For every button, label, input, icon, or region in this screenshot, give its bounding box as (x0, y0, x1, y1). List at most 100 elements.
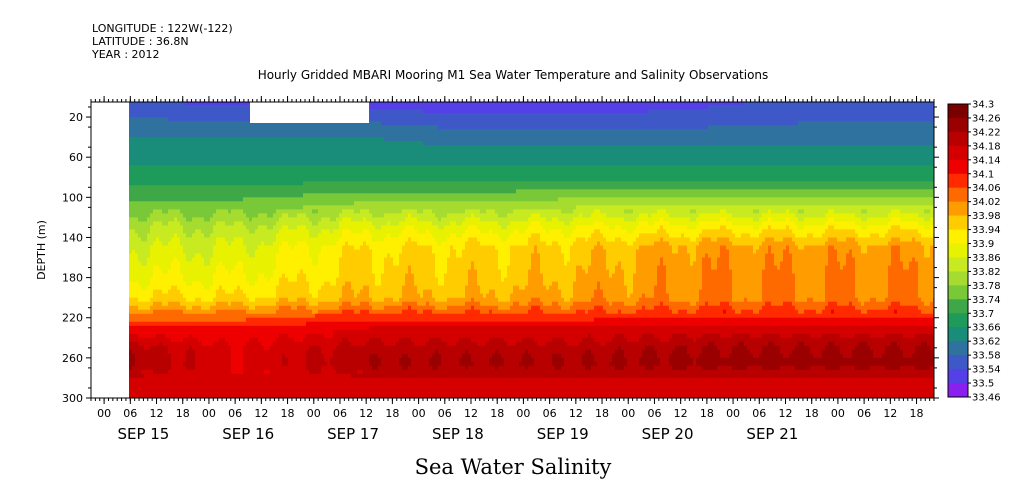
salinity-cell (135, 309, 139, 315)
salinity-cell (267, 225, 271, 230)
salinity-cell (240, 197, 244, 202)
salinity-cell (267, 257, 271, 262)
salinity-cell (321, 181, 325, 186)
salinity-cell (135, 133, 139, 138)
salinity-cell (147, 173, 151, 178)
salinity-cell (288, 353, 292, 359)
salinity-cell (234, 329, 238, 335)
salinity-cell (255, 213, 259, 218)
salinity-cell (291, 225, 295, 230)
salinity-cell (156, 125, 160, 130)
salinity-cell (291, 353, 295, 359)
salinity-cell (189, 213, 193, 218)
salinity-cell (156, 365, 160, 371)
salinity-cell (222, 381, 226, 387)
salinity-cell (276, 353, 280, 359)
salinity-cell (192, 217, 196, 222)
salinity-cell (231, 177, 235, 182)
salinity-cell (198, 109, 202, 114)
salinity-cell (132, 261, 136, 266)
year-label: YEAR : 2012 (92, 48, 233, 61)
salinity-cell (144, 253, 148, 258)
salinity-cell (210, 125, 214, 130)
salinity-cell (141, 277, 145, 283)
salinity-cell (162, 233, 166, 238)
salinity-cell (327, 281, 331, 287)
salinity-cell (294, 357, 298, 363)
salinity-cell (156, 249, 160, 254)
salinity-cell (165, 177, 169, 182)
salinity-cell (300, 369, 304, 375)
salinity-cell (243, 313, 247, 319)
salinity-cell (246, 277, 250, 283)
salinity-cell (177, 125, 181, 130)
salinity-cell (138, 229, 142, 234)
salinity-cell (282, 253, 286, 258)
salinity-cell (156, 337, 160, 343)
salinity-cell (129, 289, 133, 295)
salinity-cell (270, 341, 274, 347)
salinity-cell (315, 253, 319, 258)
salinity-cell (216, 161, 220, 166)
salinity-cell (255, 133, 259, 138)
salinity-cell (231, 109, 235, 114)
salinity-cell (258, 161, 262, 166)
salinity-cell (189, 181, 193, 186)
salinity-cell (150, 249, 154, 254)
salinity-cell (207, 394, 211, 398)
salinity-cell (303, 345, 307, 351)
salinity-cell (297, 261, 301, 266)
salinity-cell (192, 301, 196, 307)
salinity-cell (129, 193, 133, 198)
salinity-cell (300, 273, 304, 279)
salinity-cell (315, 394, 319, 398)
salinity-cell (273, 145, 277, 150)
salinity-cell (138, 345, 142, 351)
salinity-cell (246, 221, 250, 226)
salinity-cell (246, 245, 250, 250)
salinity-cell (291, 309, 295, 315)
salinity-cell (198, 161, 202, 166)
salinity-cell (159, 357, 163, 363)
salinity-cell (228, 257, 232, 262)
salinity-cell (285, 129, 289, 134)
salinity-cell (240, 241, 244, 246)
salinity-cell (231, 169, 235, 174)
salinity-cell (150, 301, 154, 307)
salinity-cell (327, 209, 331, 214)
salinity-cell (204, 277, 208, 283)
salinity-cell (129, 394, 133, 398)
salinity-cell (255, 277, 259, 283)
salinity-cell (255, 361, 259, 367)
salinity-cell (225, 157, 229, 162)
salinity-cell (141, 213, 145, 218)
salinity-cell (135, 337, 139, 343)
salinity-cell (249, 289, 253, 295)
salinity-cell (246, 381, 250, 387)
salinity-cell (129, 361, 133, 367)
salinity-cell (276, 165, 280, 170)
salinity-cell (189, 205, 193, 210)
salinity-cell (312, 121, 316, 126)
salinity-cell (270, 381, 274, 387)
salinity-cell (324, 137, 328, 142)
salinity-cell (198, 253, 202, 258)
salinity-cell (285, 137, 289, 142)
salinity-cell (219, 241, 223, 246)
salinity-cell (282, 349, 286, 355)
salinity-cell (195, 357, 199, 363)
salinity-cell (171, 237, 175, 242)
salinity-cell (321, 261, 325, 266)
salinity-cell (279, 301, 283, 307)
salinity-cell (255, 237, 259, 242)
salinity-cell (228, 117, 232, 122)
salinity-cell (237, 177, 241, 182)
salinity-cell (162, 349, 166, 355)
salinity-cell (324, 301, 328, 307)
salinity-cell (198, 125, 202, 130)
salinity-cell (168, 193, 172, 198)
salinity-cell (282, 297, 286, 303)
salinity-cell (318, 289, 322, 295)
salinity-cell (309, 149, 313, 154)
salinity-cell (312, 225, 316, 230)
